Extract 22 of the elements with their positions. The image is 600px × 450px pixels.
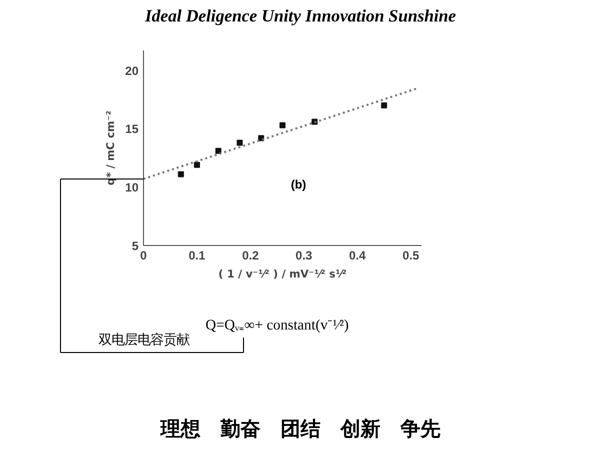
x-tick-label: 0.1 <box>188 248 206 262</box>
y-tick-label: 10 <box>125 180 139 195</box>
point <box>215 148 222 154</box>
point <box>280 122 286 128</box>
point <box>178 171 184 178</box>
text: Q=Qᵥ₌∞+ constant(v⁻¹⁄²) <box>206 318 349 334</box>
text: 理想 勤奋 团结 创新 争先 <box>160 416 440 440</box>
x-tick-label: 0 <box>140 248 148 262</box>
y-tick-label: 20 <box>125 64 139 78</box>
x-tick-label: 0.5 <box>402 248 420 262</box>
x-axis-title: ( 1 / v⁻¹⁄² ) / mV⁻¹⁄² s¹⁄² <box>218 268 347 280</box>
text: 双电层电容贡献 <box>98 332 190 348</box>
x-tick-label: 0.3 <box>296 248 313 262</box>
point <box>236 140 243 146</box>
annotation: (b) <box>290 178 306 192</box>
point <box>194 162 200 168</box>
y-tick-label: 5 <box>132 239 139 253</box>
point <box>381 102 388 108</box>
y-tick-label: 15 <box>125 122 139 136</box>
x-tick-label: 0.4 <box>349 248 366 262</box>
x-tick-label: 0.2 <box>242 248 260 262</box>
chart-subtitle: Ideal Deligence Unity Innovation Sunshine <box>144 6 456 26</box>
